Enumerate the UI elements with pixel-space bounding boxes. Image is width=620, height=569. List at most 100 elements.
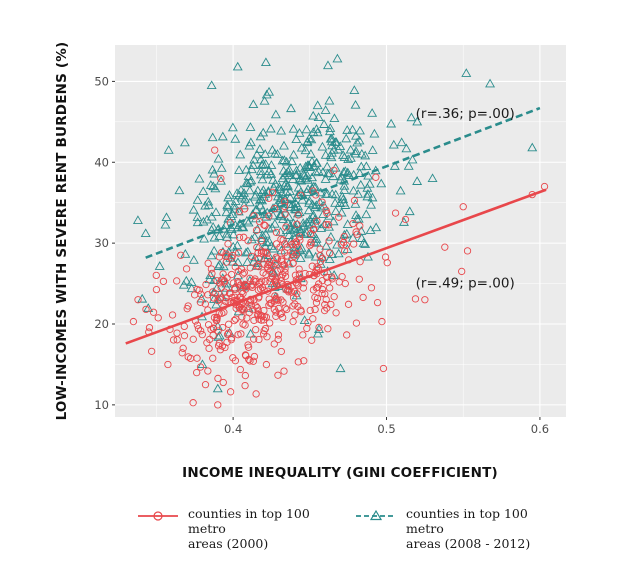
point-2000 [289,259,297,268]
point-2000 [213,277,221,285]
point-2008-2012 [288,123,299,133]
point-2008-2012 [255,200,266,210]
point-2000 [237,330,245,338]
point-2008-2012 [211,207,221,216]
point-2008-2012 [307,172,318,182]
point-2008-2012 [257,195,268,205]
point-2000 [343,331,351,339]
point-2000 [134,296,142,304]
point-2000 [182,265,191,273]
point-2000 [184,302,192,310]
point-2008-2012 [229,200,240,210]
point-2008-2012 [270,178,281,188]
point-2000 [323,209,331,217]
point-2000 [276,310,284,318]
point-2008-2012 [296,142,307,152]
point-2008-2012 [406,112,417,122]
point-2008-2012 [333,248,344,258]
point-2000 [240,205,249,213]
point-2000 [253,243,261,252]
point-2000 [340,238,348,247]
point-2000 [401,215,410,224]
point-2000 [277,309,286,317]
point-2008-2012 [412,116,423,126]
point-2008-2012 [255,166,266,175]
point-2000 [278,257,286,265]
point-2000 [248,252,256,261]
point-2008-2012 [288,149,299,159]
point-2000 [257,249,265,257]
point-2000 [224,240,232,248]
point-2008-2012 [160,219,171,229]
point-2000 [292,250,300,258]
point-2000 [285,286,294,294]
point-2008-2012 [213,153,224,163]
point-2008-2012 [212,383,223,393]
point-2000 [299,331,307,339]
legend-item-2008-2012: counties in top 100 metro areas (2008 - … [354,506,546,551]
point-2000 [313,294,322,303]
x-axis-label: INCOME INEQUALITY (GINI COEFFICIENT) [182,465,498,481]
point-2008-2012 [254,144,265,153]
point-2008-2012 [260,149,271,158]
point-2008-2012 [245,137,256,147]
point-2000 [332,309,340,317]
point-2008-2012 [214,231,225,240]
point-2008-2012 [181,275,192,285]
point-2008-2012 [330,198,341,207]
point-2000 [260,327,268,335]
point-2000 [356,222,364,230]
point-2000 [321,290,329,298]
point-2000 [344,300,353,308]
point-2008-2012 [255,131,266,141]
point-2000 [290,239,298,247]
point-2008-2012 [228,241,239,251]
point-2000 [325,221,333,229]
point-2008-2012 [289,203,300,213]
point-2008-2012 [304,162,315,171]
point-2000 [234,331,242,339]
point-2000 [203,339,211,347]
point-2000 [320,306,329,315]
point-2000 [248,283,256,292]
point-2000 [272,295,281,304]
point-2000 [267,299,276,307]
point-2008-2012 [199,233,210,243]
point-2000 [234,249,243,257]
y-tick-label: 50 [94,74,109,88]
point-2000 [209,288,217,296]
point-2000 [304,319,312,327]
point-2000 [325,237,333,245]
point-2000 [316,257,325,266]
point-2000 [214,374,222,383]
point-2008-2012 [208,181,219,191]
correlation-label-2008-2012: (r=.36; p=.00) [416,106,515,122]
point-2000 [216,279,224,287]
point-2000 [463,247,472,255]
point-2008-2012 [320,150,331,159]
point-2008-2012 [246,234,257,244]
point-2000 [254,307,262,315]
point-2008-2012 [320,174,331,183]
point-2000 [254,311,262,319]
point-2000 [421,296,429,304]
point-2008-2012 [312,127,323,137]
point-2000 [250,352,259,361]
point-2000 [335,213,343,221]
point-2008-2012 [188,204,199,214]
point-2000 [262,248,270,256]
point-2000 [372,173,380,181]
point-2000 [270,305,278,314]
point-2000 [289,302,297,310]
point-2008-2012 [273,191,283,201]
point-2000 [261,221,269,230]
point-2008-2012 [237,190,248,200]
y-tick-label: 10 [94,398,109,412]
x-tick-label: 0.4 [224,422,242,436]
point-2000 [290,287,299,296]
point-2008-2012 [192,212,203,221]
point-2000 [201,381,210,389]
point-2008-2012 [211,299,222,309]
point-2008-2012 [137,293,148,303]
point-2000 [177,251,185,259]
